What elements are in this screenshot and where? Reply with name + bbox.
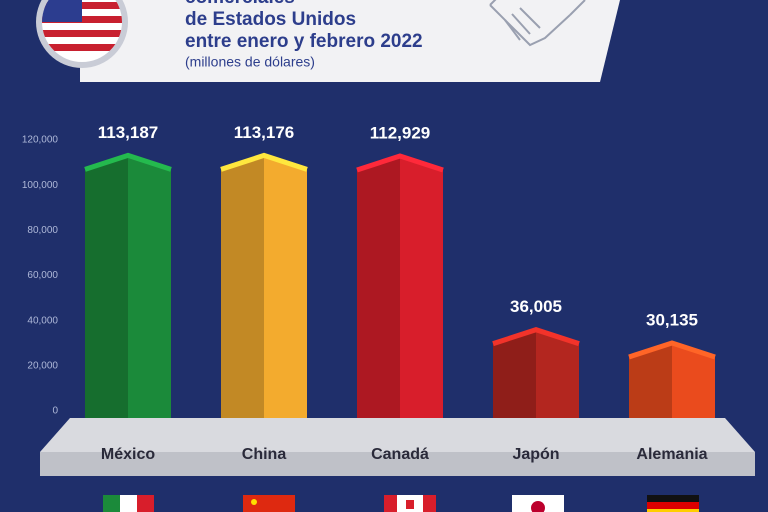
y-tick-label: 120,000 bbox=[22, 135, 59, 146]
bar-shade bbox=[629, 342, 672, 441]
value-label: 113,176 bbox=[234, 123, 295, 142]
title-line: comerciales bbox=[185, 0, 295, 8]
y-tick-label: 40,000 bbox=[27, 315, 58, 326]
bar-cap bbox=[84, 152, 172, 172]
platform-front bbox=[40, 452, 755, 476]
handshake-icon bbox=[489, 0, 586, 47]
bar-cap bbox=[220, 152, 308, 172]
subtitle: (millones de dólares) bbox=[185, 54, 315, 70]
bar-cap bbox=[356, 153, 444, 173]
y-tick-label: 0 bbox=[52, 406, 58, 417]
header-panel bbox=[80, 0, 620, 82]
value-label: 113,187 bbox=[98, 123, 159, 142]
bar-shade bbox=[357, 155, 400, 441]
bar-cap bbox=[628, 340, 716, 360]
y-tick-label: 60,000 bbox=[27, 270, 58, 281]
us-flag bbox=[42, 0, 122, 62]
bar-shade bbox=[493, 329, 536, 441]
y-tick-label: 20,000 bbox=[27, 360, 58, 371]
x-tick-label: Alemania bbox=[636, 446, 707, 463]
platform-top bbox=[40, 418, 755, 452]
bar-cap bbox=[492, 327, 580, 347]
value-label: 112,929 bbox=[370, 123, 431, 142]
x-tick-label: Canadá bbox=[371, 446, 429, 463]
value-label: 36,005 bbox=[510, 297, 562, 316]
title-line: de Estados Unidos bbox=[185, 9, 356, 30]
bar-shade bbox=[221, 155, 264, 441]
bar-shade bbox=[85, 155, 128, 441]
y-tick-label: 100,000 bbox=[22, 180, 59, 191]
y-tick-label: 80,000 bbox=[27, 225, 58, 236]
title-line: entre enero y febrero 2022 bbox=[185, 31, 423, 52]
x-tick-label: México bbox=[101, 446, 155, 463]
flags bbox=[103, 495, 699, 512]
x-tick-label: Japón bbox=[512, 446, 559, 463]
value-label: 30,135 bbox=[646, 310, 698, 329]
x-tick-label: China bbox=[242, 446, 287, 463]
